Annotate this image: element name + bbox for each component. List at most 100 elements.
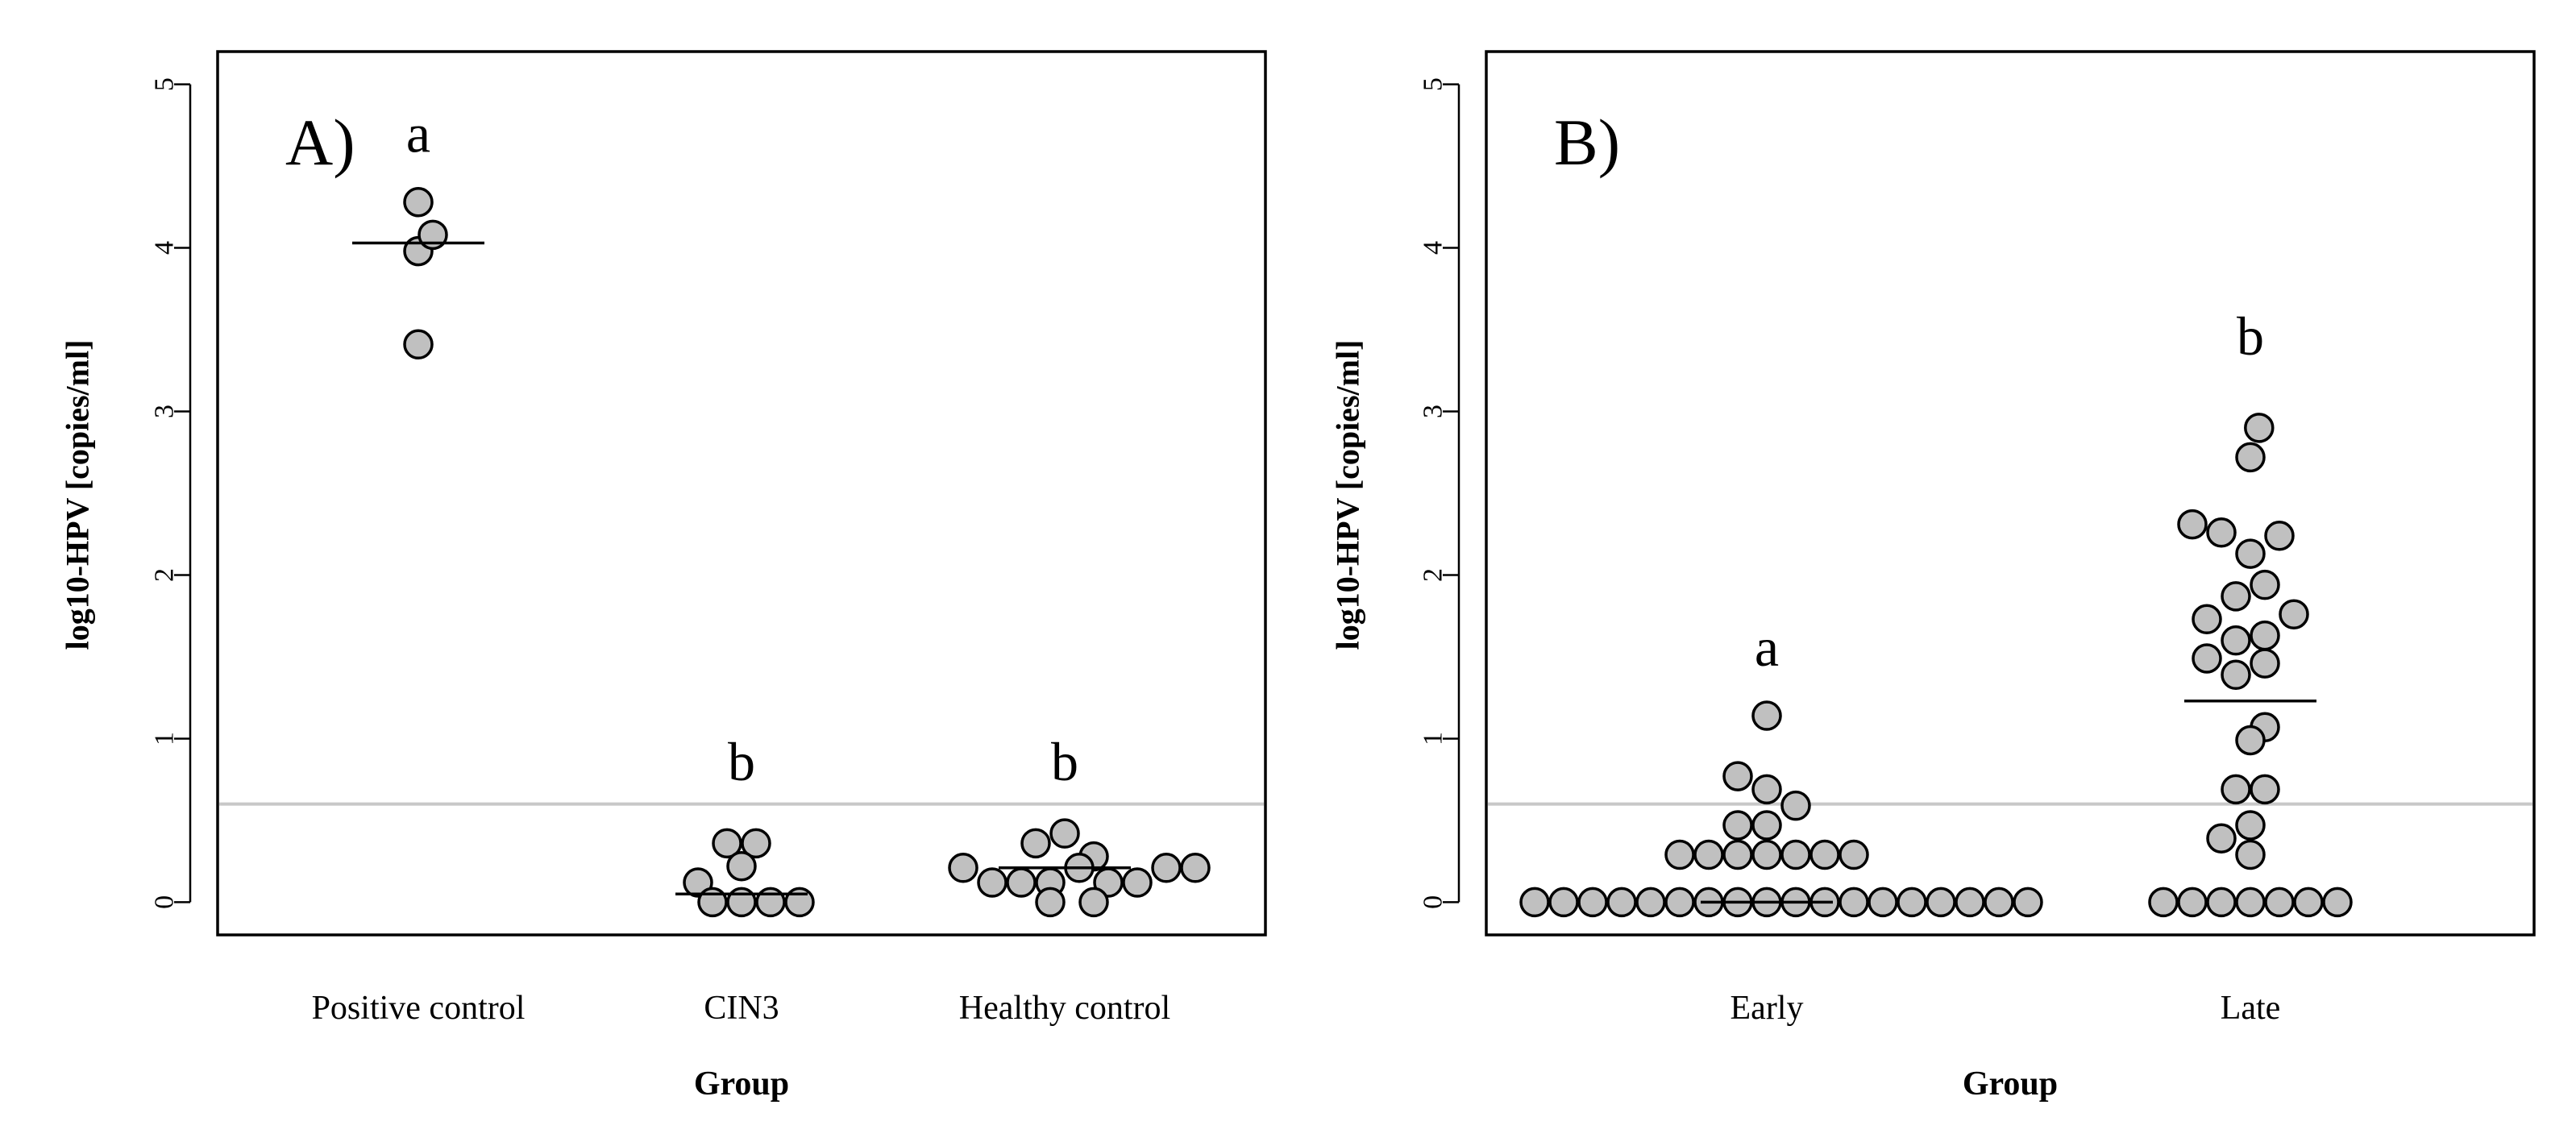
- data-point: [1049, 818, 1080, 849]
- panel-label: B): [1554, 106, 1620, 179]
- significance-letter: b: [728, 731, 755, 792]
- data-point: [1020, 828, 1051, 859]
- data-point: [2322, 887, 2353, 918]
- data-point: [948, 853, 978, 883]
- data-point: [1151, 853, 1182, 883]
- data-point: [2235, 839, 2266, 870]
- data-point: [2264, 887, 2295, 918]
- data-point: [2250, 648, 2280, 679]
- data-point: [1926, 887, 1956, 918]
- data-point: [1577, 887, 1608, 918]
- data-point: [2206, 823, 2237, 854]
- plot-frame: [216, 50, 1267, 937]
- y-tick-label: 2: [150, 568, 180, 582]
- data-point: [1722, 761, 1753, 791]
- panel-label: A): [285, 106, 355, 179]
- data-point: [1519, 887, 1550, 918]
- data-point: [1780, 790, 1811, 821]
- data-point: [784, 887, 815, 918]
- data-point: [1751, 839, 1782, 870]
- plot-frame: [1485, 50, 2536, 937]
- data-point: [1122, 867, 1153, 898]
- data-point: [1984, 887, 2014, 918]
- data-point: [1635, 887, 1666, 918]
- y-axis-label: log10-HPV [copies/ml]: [60, 340, 96, 650]
- data-point: [403, 329, 434, 360]
- significance-letter: b: [1051, 731, 1078, 792]
- y-tick-label: 4: [150, 241, 180, 255]
- data-point: [1809, 839, 1840, 870]
- data-point: [2192, 643, 2222, 674]
- y-tick-label: 5: [150, 77, 180, 91]
- data-point: [2013, 887, 2043, 918]
- x-tick-label: Positive control: [312, 990, 526, 1027]
- data-point: [1868, 887, 1898, 918]
- data-point: [1664, 839, 1695, 870]
- data-point: [1722, 839, 1753, 870]
- x-tick-label: Early: [1730, 990, 1804, 1027]
- data-point: [2177, 887, 2208, 918]
- data-point: [1780, 839, 1811, 870]
- data-point: [741, 828, 771, 859]
- data-point: [2206, 887, 2237, 918]
- y-axis-label: log10-HPV [copies/ml]: [1330, 340, 1366, 650]
- data-point: [1693, 839, 1724, 870]
- data-point: [1839, 887, 1869, 918]
- data-point: [1751, 810, 1782, 841]
- x-tick-label: Late: [2221, 990, 2281, 1027]
- data-point: [2221, 774, 2251, 805]
- data-point: [1006, 867, 1037, 898]
- data-point: [1548, 887, 1579, 918]
- data-point: [2221, 581, 2251, 612]
- data-point: [2264, 521, 2295, 551]
- data-point: [1035, 887, 1066, 918]
- data-point: [1897, 887, 1927, 918]
- data-point: [726, 851, 757, 882]
- data-point: [2250, 774, 2280, 805]
- data-point: [1839, 839, 1869, 870]
- data-point: [1722, 810, 1753, 841]
- y-tick-label: 1: [1419, 732, 1448, 746]
- x-tick-label: Healthy control: [959, 990, 1170, 1027]
- x-axis-label: Group: [694, 1065, 789, 1103]
- y-tick-label: 3: [150, 405, 180, 418]
- data-point: [1180, 853, 1211, 883]
- y-tick-label: 2: [1419, 568, 1448, 582]
- significance-letter: b: [2237, 305, 2264, 367]
- data-point: [2235, 442, 2266, 473]
- data-point: [2221, 625, 2251, 656]
- x-axis-label: Group: [1963, 1065, 2058, 1103]
- data-point: [403, 186, 434, 218]
- data-point: [712, 828, 742, 859]
- data-point: [2244, 413, 2275, 443]
- panel-b: 0 1 2 3 4 5 log10-HPV [copies/ml] B) Early Late Gr…: [1330, 50, 2536, 1103]
- data-point: [1606, 887, 1637, 918]
- data-point: [1751, 700, 1782, 731]
- data-point: [1078, 887, 1109, 918]
- data-point: [2177, 509, 2208, 540]
- y-tick-label: 1: [150, 732, 180, 746]
- data-point: [2206, 517, 2237, 548]
- data-point: [2235, 887, 2266, 918]
- data-point: [1664, 887, 1695, 918]
- data-point: [726, 887, 757, 918]
- data-point: [2279, 599, 2309, 629]
- data-point: [2148, 887, 2179, 918]
- y-tick-label: 0: [150, 895, 180, 909]
- data-point: [418, 219, 448, 251]
- data-point: [2192, 604, 2222, 635]
- data-point: [2235, 538, 2266, 569]
- significance-letter: a: [1755, 617, 1779, 678]
- y-tick-label: 4: [1419, 241, 1448, 255]
- data-point: [977, 867, 1008, 898]
- data-point: [755, 887, 786, 918]
- data-point: [697, 887, 728, 918]
- data-point: [1751, 774, 1782, 805]
- data-point: [1955, 887, 1985, 918]
- x-tick-label: CIN3: [704, 990, 779, 1027]
- data-point: [2235, 725, 2266, 756]
- data-point: [2250, 569, 2280, 600]
- y-tick-label: 5: [1419, 77, 1448, 91]
- data-point: [2221, 659, 2251, 691]
